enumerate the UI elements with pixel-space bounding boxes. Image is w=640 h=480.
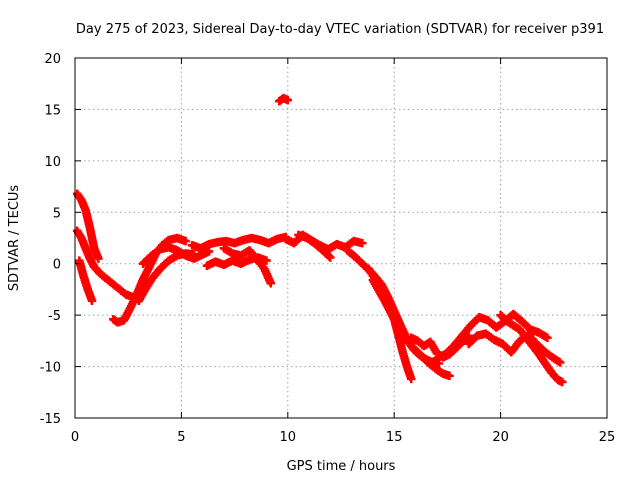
x-tick-labels: 0 5 10 15 20 25	[71, 430, 615, 445]
axis-ticks	[74, 57, 608, 419]
data-point	[204, 247, 214, 256]
data-point	[445, 371, 454, 381]
data-point	[543, 333, 552, 343]
x-tick-label: 0	[71, 430, 79, 445]
x-tick-label: 20	[492, 430, 509, 445]
y-tick-label: 15	[44, 103, 61, 118]
data-points	[72, 93, 567, 387]
data-point	[181, 236, 190, 246]
data-point	[326, 253, 335, 262]
x-tick-label: 15	[386, 430, 403, 445]
data-point	[555, 358, 565, 367]
y-tick-label: -10	[40, 361, 61, 376]
y-tick-label: 20	[44, 52, 61, 67]
data-point	[558, 377, 567, 387]
plot-frame	[74, 57, 608, 419]
x-axis-label: GPS time / hours	[287, 459, 396, 474]
data-point	[87, 296, 97, 305]
y-tick-label: 0	[53, 258, 61, 273]
y-tick-label: 10	[44, 155, 61, 170]
x-tick-label: 25	[599, 430, 616, 445]
y-tick-labels: -15 -10 -5 0 5 10 15 20	[40, 52, 61, 427]
data-point	[406, 374, 416, 384]
data-point	[266, 279, 276, 288]
chart-title: Day 275 of 2023, Sidereal Day-to-day VTE…	[76, 22, 604, 37]
y-tick-label: -5	[48, 309, 61, 324]
data-point	[283, 95, 293, 105]
grid-lines	[75, 58, 607, 418]
x-tick-label: 5	[177, 430, 185, 445]
data-point	[358, 238, 367, 248]
data-point	[94, 254, 103, 263]
y-tick-label: 5	[53, 206, 61, 221]
y-tick-label: -15	[40, 412, 61, 427]
data-point	[262, 256, 271, 265]
y-axis-label: SDTVAR / TECUs	[7, 185, 22, 292]
x-tick-label: 10	[280, 430, 297, 445]
